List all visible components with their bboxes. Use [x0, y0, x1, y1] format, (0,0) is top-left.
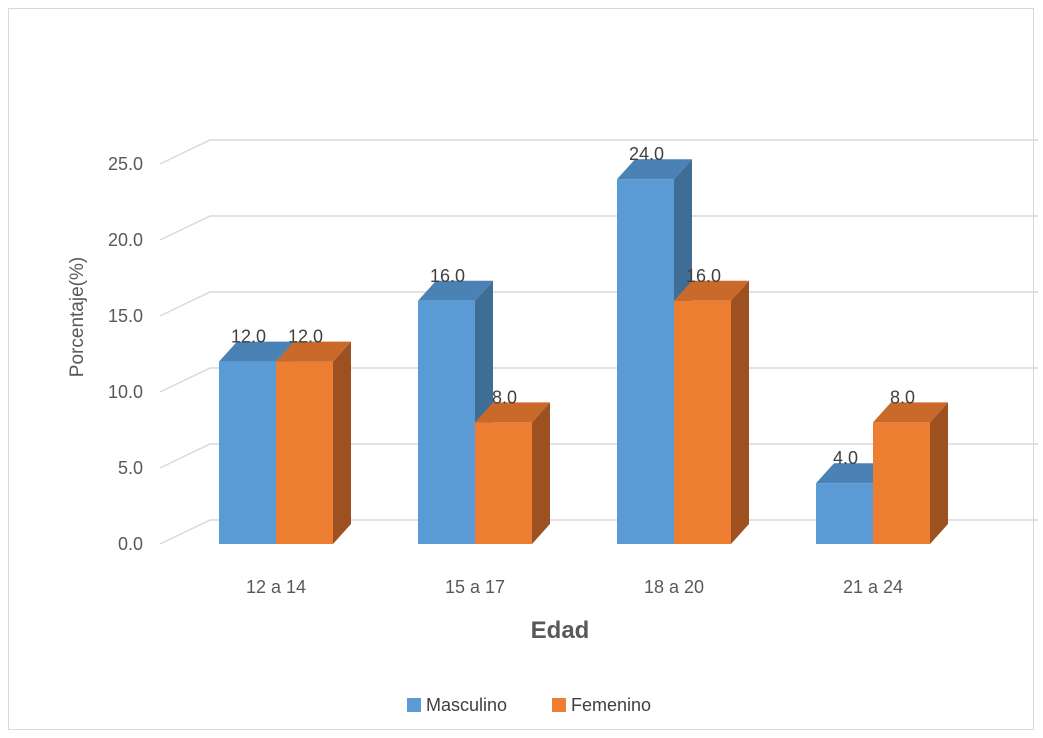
bar-side — [731, 280, 749, 544]
x-axis-label: Edad — [531, 617, 590, 644]
bar — [475, 402, 550, 544]
y-tick-label: 0.0 — [118, 534, 143, 554]
x-tick-label: 18 a 20 — [644, 577, 704, 597]
data-label: 8.0 — [890, 387, 915, 407]
x-tick-label: 12 a 14 — [246, 577, 306, 597]
bar — [674, 280, 749, 544]
y-tick-label: 20.0 — [108, 230, 143, 250]
x-axis-ticks: 12 a 14 15 a 17 18 a 20 21 a 24 — [246, 577, 903, 597]
bar-top — [873, 402, 948, 423]
data-label: 8.0 — [492, 387, 517, 407]
gridline — [159, 519, 1038, 545]
bar-side — [532, 402, 550, 544]
bar-front — [674, 300, 731, 544]
legend-swatch-masculino — [407, 698, 421, 712]
bar-top — [219, 341, 294, 362]
chart-frame — [8, 8, 1034, 730]
bar-top — [276, 341, 351, 362]
y-axis-ticks: 0.0 5.0 10.0 15.0 20.0 25.0 — [108, 154, 143, 554]
bars — [219, 159, 948, 544]
bar — [873, 402, 948, 544]
bar-front — [219, 361, 276, 544]
gridline — [159, 291, 1038, 317]
y-tick-label: 15.0 — [108, 306, 143, 326]
legend-label-femenino: Femenino — [571, 695, 651, 715]
bar-top — [816, 463, 891, 484]
legend-swatch-femenino — [552, 698, 566, 712]
data-label: 12.0 — [231, 327, 266, 347]
gridline — [159, 443, 1038, 469]
bar-front — [475, 422, 532, 544]
x-tick-label: 21 a 24 — [843, 577, 903, 597]
legend-label-masculino: Masculino — [426, 695, 507, 715]
bar-top — [617, 159, 692, 180]
bar-front — [276, 361, 333, 544]
data-label: 4.0 — [833, 448, 858, 468]
data-label: 16.0 — [686, 266, 721, 286]
bar-front — [816, 483, 873, 544]
y-tick-label: 25.0 — [108, 154, 143, 174]
data-label: 12.0 — [288, 327, 323, 347]
bar-front — [418, 300, 475, 544]
y-tick-label: 10.0 — [108, 382, 143, 402]
bar-top — [418, 280, 493, 301]
gridline — [159, 367, 1038, 393]
legend: Masculino Femenino — [407, 695, 651, 715]
data-labels: 12.0 12.0 16.0 8.0 24.0 16.0 4.0 8.0 — [231, 144, 915, 468]
data-label: 16.0 — [430, 266, 465, 286]
bar — [276, 341, 351, 544]
bar-top — [674, 280, 749, 301]
gridline — [159, 139, 1038, 165]
gridlines — [159, 139, 1038, 545]
bar-side — [930, 402, 948, 544]
y-axis-label: Porcentaje(%) — [67, 257, 88, 377]
gridline — [159, 215, 1038, 241]
bar-front — [873, 422, 930, 544]
data-label: 24.0 — [629, 144, 664, 164]
bar-top — [475, 402, 550, 423]
bar-front — [617, 179, 674, 544]
x-tick-label: 15 a 17 — [445, 577, 505, 597]
bar-side — [333, 341, 351, 544]
y-tick-label: 5.0 — [118, 458, 143, 478]
bar — [418, 280, 493, 544]
